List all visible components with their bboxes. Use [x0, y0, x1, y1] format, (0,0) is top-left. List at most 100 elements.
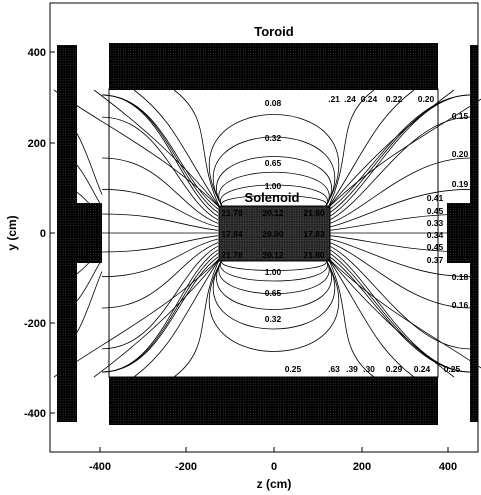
contour-label: 1.00 — [265, 181, 282, 191]
field-line — [329, 238, 471, 278]
solenoid-value: 21.80 — [303, 250, 325, 260]
solenoid-value: 21.78 — [221, 208, 243, 218]
solenoid-value: 20.12 — [262, 208, 284, 218]
field-line — [327, 257, 455, 378]
contour-label: 0.24 — [414, 364, 431, 374]
contour-label: 0.24 — [361, 94, 378, 104]
field-line — [173, 89, 221, 209]
field-line — [221, 195, 327, 207]
left-endcap-coil — [77, 203, 102, 263]
field-line — [101, 94, 219, 213]
field-line — [329, 94, 471, 210]
field-line — [329, 188, 471, 228]
contour-label: 1.00 — [265, 267, 282, 277]
contour-label: 0.45 — [427, 206, 444, 216]
field-line — [101, 116, 219, 221]
solenoid-value: 20.12 — [262, 250, 284, 260]
toroid-top-coil — [109, 43, 438, 90]
contour-label: .24 — [344, 94, 356, 104]
contour-label: 0.29 — [386, 364, 403, 374]
left-outer-coil — [57, 45, 77, 422]
field-line — [327, 89, 375, 209]
y-tick-label: -400 — [24, 408, 46, 420]
contour-label: 0.20 — [452, 149, 469, 159]
field-line — [219, 259, 329, 282]
field-line — [329, 249, 471, 373]
field-line — [101, 245, 219, 350]
contour-label: 0.22 — [386, 94, 403, 104]
field-line — [329, 94, 471, 217]
field-line — [327, 257, 415, 378]
field-line — [133, 257, 221, 378]
field-line — [219, 184, 329, 207]
field-line — [93, 89, 221, 209]
field-line — [329, 256, 471, 373]
contour-label: 0.25 — [285, 364, 302, 374]
solenoid-value: 21.80 — [303, 208, 325, 218]
field-line — [101, 213, 219, 231]
x-tick-label: -200 — [175, 461, 197, 473]
field-line — [101, 157, 219, 224]
y-tick-label: 400 — [28, 47, 46, 59]
x-tick-label: 0 — [271, 461, 277, 473]
solenoid-label: Solenoid — [245, 190, 300, 205]
field-line — [329, 116, 471, 221]
contour-label: 0.25 — [444, 364, 461, 374]
field-line — [327, 257, 481, 369]
contour-label: .30 — [363, 364, 375, 374]
contour-label: 0.16 — [452, 300, 469, 310]
field-line — [329, 157, 471, 224]
y-tick-label: 200 — [28, 138, 46, 150]
contour-label: 0.33 — [427, 218, 444, 228]
x-tick-label: -400 — [89, 461, 111, 473]
contour-label: 0.32 — [265, 314, 282, 324]
field-line — [133, 89, 221, 209]
contour-label: .39 — [346, 364, 358, 374]
field-line — [101, 256, 219, 373]
toroid-label: Toroid — [254, 24, 294, 39]
contour-label: 0.37 — [427, 255, 444, 265]
solenoid-value: 20.00 — [262, 229, 284, 239]
field-line — [101, 253, 219, 373]
contour-label: 0.34 — [427, 230, 444, 240]
field-line — [101, 242, 219, 309]
contour-label: 0.65 — [265, 288, 282, 298]
contour-label: .63 — [328, 364, 340, 374]
y-tick-label: -200 — [24, 318, 46, 330]
solenoid-value: 17.83 — [303, 229, 325, 239]
field-line — [327, 257, 375, 378]
solenoid-outline — [218, 205, 331, 262]
field-line — [218, 259, 330, 295]
field-line — [101, 94, 219, 217]
field-line — [329, 242, 471, 309]
contour-label: 0.41 — [427, 193, 444, 203]
toroid-bottom-coil — [109, 377, 438, 425]
x-axis-title: z (cm) — [257, 477, 292, 491]
contour-label: 0.08 — [265, 98, 282, 108]
field-line — [101, 94, 219, 210]
solenoid-value: 17.84 — [221, 229, 243, 239]
contour-label: 0.18 — [452, 272, 469, 282]
y-tick-label: 0 — [40, 228, 46, 240]
x-tick-marks — [99, 447, 449, 452]
field-line — [101, 249, 219, 373]
contour-label: 0.15 — [452, 111, 469, 121]
y-tick-marks — [50, 51, 55, 414]
contour-label: 0.20 — [418, 94, 435, 104]
field-line — [101, 188, 219, 228]
contour-label: 0.45 — [427, 242, 444, 252]
field-line — [93, 257, 221, 378]
field-line — [327, 98, 481, 209]
contour-label: 0.65 — [265, 158, 282, 168]
x-tick-label: 400 — [439, 461, 457, 473]
contour-label: 0.19 — [452, 179, 469, 189]
contour-label: .21 — [328, 94, 340, 104]
contour-label: 0.32 — [265, 133, 282, 143]
field-line — [327, 89, 415, 209]
right-endcap-coil — [447, 203, 470, 263]
y-axis-title: y (cm) — [5, 215, 19, 250]
field-line — [218, 171, 330, 207]
field-line — [101, 238, 219, 278]
field-line — [208, 114, 340, 207]
